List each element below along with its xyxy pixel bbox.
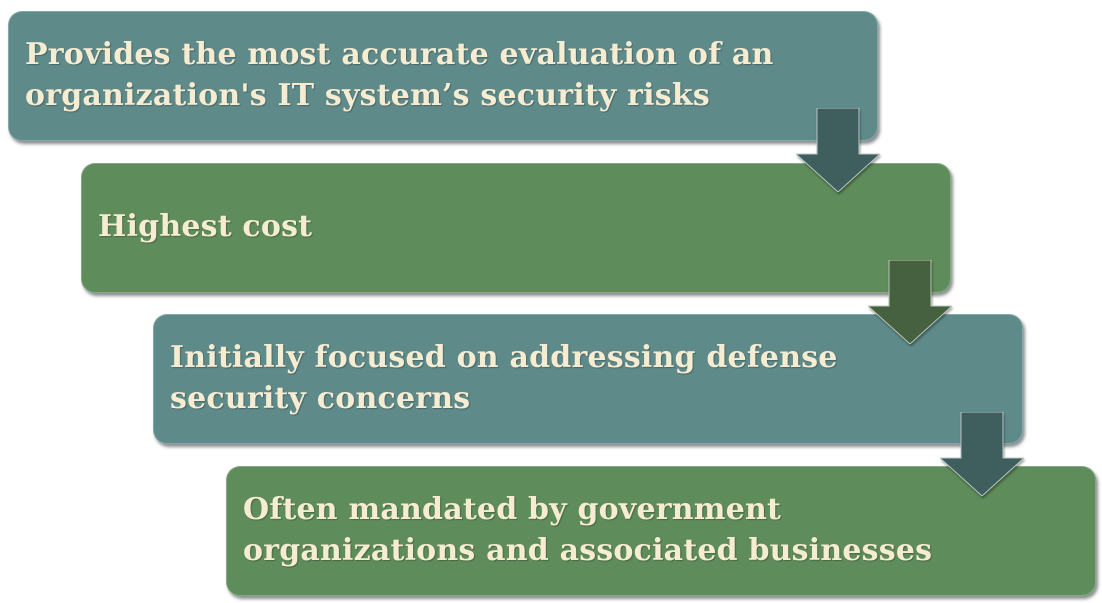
step-1-line-1: Provides the most accurate evaluation of… (25, 37, 774, 72)
step-4-box: Often mandated by government organizatio… (226, 466, 1096, 596)
step-3-box: Initially focused on addressing defense … (153, 314, 1023, 444)
step-1-box: Provides the most accurate evaluation of… (8, 11, 878, 141)
step-4-line-1: Often mandated by government (243, 492, 782, 527)
step-4-text: Often mandated by government organizatio… (243, 489, 1079, 571)
step-1-text: Provides the most accurate evaluation of… (25, 34, 861, 116)
down-arrow-icon (868, 260, 952, 344)
arrow-3-shape (940, 412, 1024, 496)
arrow-1-shape (796, 108, 880, 192)
step-4-line-2: organizations and associated businesses (243, 533, 933, 568)
step-2-box: Highest cost (81, 163, 951, 293)
down-arrow-icon (940, 412, 1024, 496)
step-2-line-1: Highest cost (98, 209, 313, 244)
step-3-line-2: security concerns (170, 381, 471, 416)
down-arrow-icon (796, 108, 880, 192)
step-3-line-1: Initially focused on addressing defense (170, 340, 838, 375)
arrow-2-shape (868, 260, 952, 344)
step-1-line-2: organization's IT system’s security risk… (25, 78, 710, 113)
step-2-text: Highest cost (98, 186, 934, 247)
step-3-text: Initially focused on addressing defense … (170, 337, 1006, 419)
